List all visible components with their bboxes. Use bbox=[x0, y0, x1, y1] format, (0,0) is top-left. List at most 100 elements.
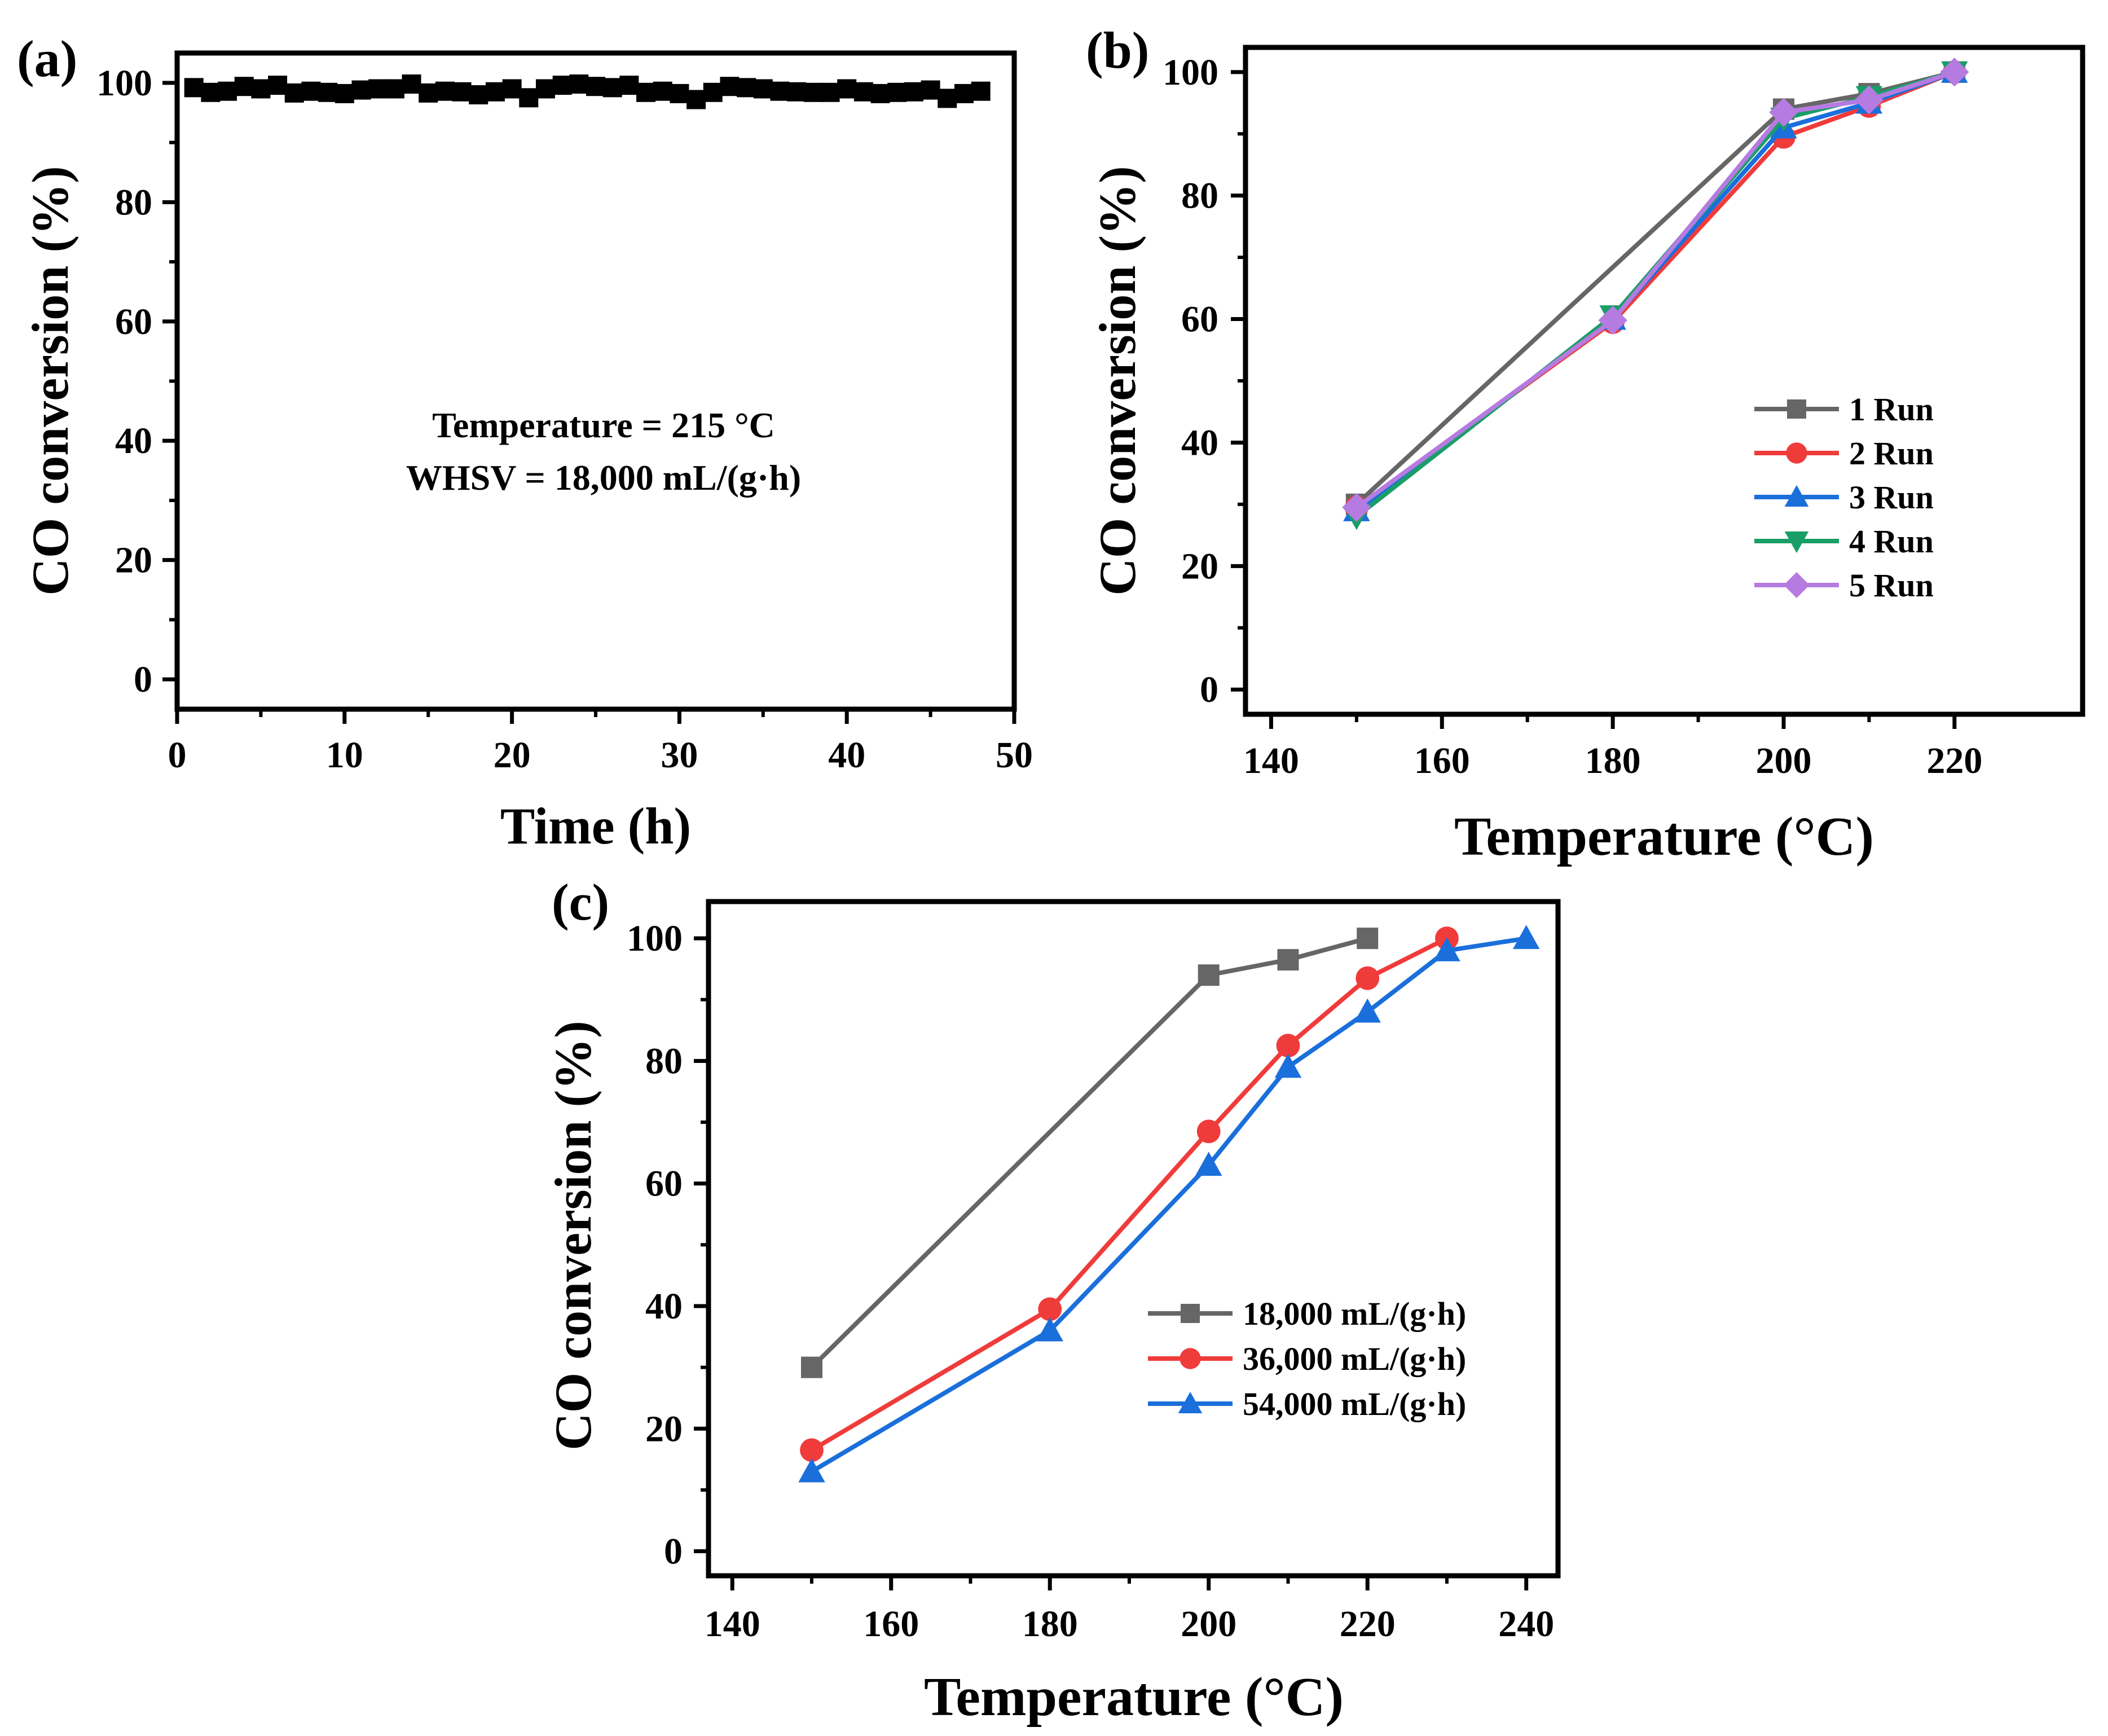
panel-b-xtick-label: 160 bbox=[1414, 740, 1470, 781]
panel-c-legend-label: 36,000 mL/(g·h) bbox=[1243, 1341, 1466, 1377]
panel-a-series-1-point bbox=[837, 79, 857, 99]
panel-a-series-1-point bbox=[870, 83, 890, 103]
panel-c-series-2-point bbox=[1196, 1119, 1221, 1144]
panel-a-ytick-label: 40 bbox=[115, 420, 152, 462]
panel-a-series-1-point bbox=[737, 78, 756, 98]
panel-b-legend-item: 1 Run bbox=[1754, 391, 1934, 428]
panel-c-legend-marker bbox=[1178, 1391, 1203, 1413]
panel-a-series-1-point bbox=[218, 81, 237, 101]
panel-c-xtick-label: 220 bbox=[1340, 1603, 1396, 1645]
panel-c-series-2-point bbox=[1038, 1297, 1062, 1321]
panel-c-xtick-label: 140 bbox=[705, 1603, 760, 1645]
panel-b-legend-marker bbox=[1784, 485, 1809, 507]
panel-a-series-1-point bbox=[921, 80, 940, 100]
panel-b-ytick-label: 100 bbox=[1163, 52, 1218, 93]
panel-c-label: (c) bbox=[552, 873, 609, 931]
panel-a-series-1-point bbox=[720, 77, 740, 96]
panel-c: (c) 140 160 180 200 220 240 0 20 40 60 80 100 Tempe… bbox=[544, 873, 1561, 1728]
panel-c-series-1-point bbox=[1198, 964, 1220, 986]
panel-b-xtick-label: 200 bbox=[1756, 740, 1812, 781]
panel-a-series-1-point bbox=[184, 78, 204, 98]
panel-a-series-1-point bbox=[770, 81, 790, 101]
panel-b-series-5-point bbox=[1342, 493, 1371, 522]
panel-b-legend-item: 5 Run bbox=[1754, 567, 1934, 604]
panel-a-data bbox=[184, 74, 991, 109]
panel-c-series-1-point bbox=[800, 1356, 822, 1378]
panel-a-series-1-point bbox=[552, 76, 572, 95]
panel-a-xlabel: Time (h) bbox=[500, 797, 691, 855]
panel-c-ytick-label: 80 bbox=[645, 1040, 683, 1082]
panel-a-series-1 bbox=[184, 74, 991, 109]
panel-c-series-1-point bbox=[1277, 949, 1299, 971]
panel-a-label: (a) bbox=[17, 30, 77, 87]
panel-a-series-1-point bbox=[385, 79, 404, 99]
panel-c-series-3-point bbox=[1036, 1317, 1063, 1342]
panel-b-legend-item: 2 Run bbox=[1754, 435, 1934, 472]
panel-c-legend-item: 54,000 mL/(g·h) bbox=[1148, 1386, 1466, 1422]
panel-c-series-2-line bbox=[810, 936, 1448, 1452]
panel-b-data bbox=[1342, 58, 1969, 530]
panel-a-series-1-point bbox=[351, 80, 371, 100]
panel-a-ylabel: CO conversion (%) bbox=[21, 166, 79, 595]
panel-b-legend-label: 3 Run bbox=[1849, 479, 1934, 516]
panel-a-series-1-point bbox=[787, 82, 807, 102]
panel-b-legend: 1 Run 2 Run 3 Run 4 Run 5 Run bbox=[1754, 391, 1934, 604]
panel-c-series-3 bbox=[798, 925, 1540, 1483]
panel-c-series-3-point bbox=[1195, 1152, 1222, 1176]
panel-c-legend: 18,000 mL/(g·h) 36,000 mL/(g·h) 54,000 mL/… bbox=[1148, 1295, 1466, 1422]
panel-a-series-1-point bbox=[251, 79, 271, 99]
panel-b-legend-label: 2 Run bbox=[1849, 435, 1934, 472]
panel-a-series-1-point bbox=[803, 82, 823, 102]
panel-b-legend-marker bbox=[1784, 531, 1809, 553]
panel-a-series-1-point bbox=[435, 81, 455, 101]
panel-a-series-1-point bbox=[452, 82, 472, 102]
panel-b-ytick-label: 0 bbox=[1200, 669, 1218, 710]
panel-a-series-1-point bbox=[301, 81, 321, 101]
panel-a-xtick-label: 30 bbox=[661, 735, 698, 776]
panel-a-series-1-point bbox=[887, 82, 907, 102]
panel-b-legend-label: 1 Run bbox=[1849, 391, 1934, 428]
panel-a-series-1-point bbox=[318, 82, 338, 102]
panel-b-ytick-label: 20 bbox=[1181, 546, 1218, 587]
panel-c-series-1-line bbox=[810, 936, 1368, 1369]
panel-a-xtick-label: 0 bbox=[168, 735, 187, 776]
panel-b-xlabel: Temperature (°C) bbox=[1454, 806, 1874, 867]
panel-b-legend-item: 3 Run bbox=[1754, 479, 1934, 516]
panel-c-ytick-label: 40 bbox=[645, 1286, 683, 1327]
panel-a-ytick-label: 60 bbox=[115, 301, 152, 342]
panel-a-series-1-point bbox=[569, 74, 589, 94]
panel-b-xtick-label: 220 bbox=[1926, 740, 1982, 781]
panel-c-legend-label: 18,000 mL/(g·h) bbox=[1243, 1295, 1466, 1332]
panel-c-legend-item: 18,000 mL/(g·h) bbox=[1148, 1295, 1466, 1332]
panel-c-ytick-label: 60 bbox=[645, 1163, 683, 1205]
panel-a-series-1-point bbox=[485, 82, 505, 102]
panel-c-ylabel: CO conversion (%) bbox=[544, 1021, 602, 1450]
panel-a-series-1-point bbox=[586, 77, 605, 96]
panel-a-series-1-point bbox=[335, 83, 354, 103]
panel-c-series-2-point bbox=[800, 1438, 824, 1462]
panel-a-series-1-point bbox=[954, 83, 974, 103]
panel-a-ytick-label: 100 bbox=[96, 63, 152, 104]
panel-b-label: (b) bbox=[1086, 21, 1149, 79]
panel-a-series-1-point bbox=[820, 82, 840, 102]
panel-a: (a) 0 10 20 30 40 50 0 20 40 60 80 100 Time (h) CO … bbox=[17, 30, 1033, 855]
panel-a-frame bbox=[174, 50, 1017, 712]
panel-a-ytick-label: 20 bbox=[115, 540, 152, 581]
panel-a-series-1-point bbox=[402, 74, 421, 94]
panel-b-series-5-point bbox=[1854, 85, 1884, 115]
panel-a-series-1-point bbox=[469, 85, 489, 105]
panel-a-xtick-label: 50 bbox=[996, 735, 1033, 776]
panel-c-series-2-point bbox=[1276, 1034, 1300, 1058]
panel-a-xtick-label: 10 bbox=[326, 735, 363, 776]
panel-c-ytick-label: 100 bbox=[627, 918, 683, 959]
panel-c-axes: 140 160 180 200 220 240 0 20 40 60 80 100 bbox=[627, 918, 1554, 1645]
panel-c-xtick-label: 160 bbox=[863, 1603, 919, 1645]
panel-a-series-1-point bbox=[535, 79, 555, 99]
panel-c-series-3-point bbox=[1354, 998, 1381, 1023]
panel-b: (b) 140 160 180 200 220 0 20 40 60 80 100 Temperat… bbox=[1086, 21, 2085, 867]
panel-c-legend-marker bbox=[1180, 1348, 1201, 1369]
panel-a-series-1-point bbox=[268, 76, 288, 95]
panel-b-series-5-point bbox=[1940, 58, 1969, 87]
panel-b-ytick-label: 60 bbox=[1181, 299, 1218, 340]
panel-c-series-3-point bbox=[798, 1458, 825, 1483]
